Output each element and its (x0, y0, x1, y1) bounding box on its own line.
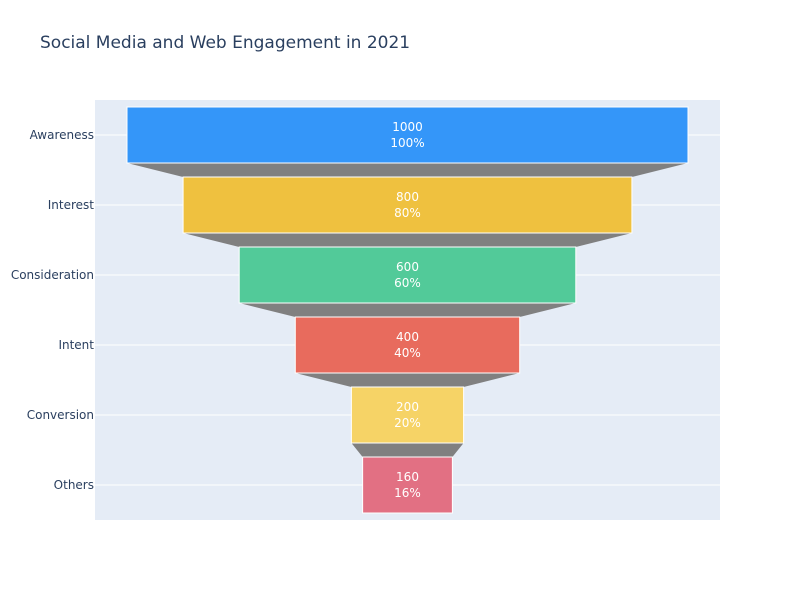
funnel-bar-conversion (350, 386, 465, 444)
category-label-conversion: Conversion (27, 408, 94, 422)
funnel-bar-consideration (238, 246, 577, 304)
connector-2 (239, 303, 576, 317)
funnel-bar-interest (182, 176, 633, 234)
percent-label-awareness: 100% (390, 136, 424, 150)
connector-0 (127, 163, 688, 177)
category-label-others: Others (54, 478, 94, 492)
value-label-intent: 400 (396, 330, 419, 344)
connector-1 (183, 233, 632, 247)
value-label-others: 160 (396, 470, 419, 484)
value-label-interest: 800 (396, 190, 419, 204)
category-label-awareness: Awareness (30, 128, 94, 142)
value-label-awareness: 1000 (392, 120, 423, 134)
percent-label-intent: 40% (394, 346, 421, 360)
chart-title: Social Media and Web Engagement in 2021 (40, 33, 411, 53)
funnel-bar-intent (294, 316, 521, 374)
value-label-conversion: 200 (396, 400, 419, 414)
percent-label-interest: 80% (394, 206, 421, 220)
percent-label-consideration: 60% (394, 276, 421, 290)
funnel-bar-others (362, 456, 453, 514)
category-label-intent: Intent (58, 338, 94, 352)
category-label-consideration: Consideration (11, 268, 94, 282)
percent-label-conversion: 20% (394, 416, 421, 430)
percent-label-others: 16% (394, 486, 421, 500)
value-label-consideration: 600 (396, 260, 419, 274)
category-labels: Awareness Interest Consideration Intent Conv… (11, 128, 94, 492)
category-label-interest: Interest (48, 198, 95, 212)
connector-3 (295, 373, 520, 387)
funnel-connectors (127, 163, 688, 457)
funnel-bars: 1000 100% 800 80% 600 60% 400 40% 200 20% 160 16% (126, 106, 689, 514)
connector-4 (351, 443, 464, 457)
funnel-bar-awareness (126, 106, 689, 164)
